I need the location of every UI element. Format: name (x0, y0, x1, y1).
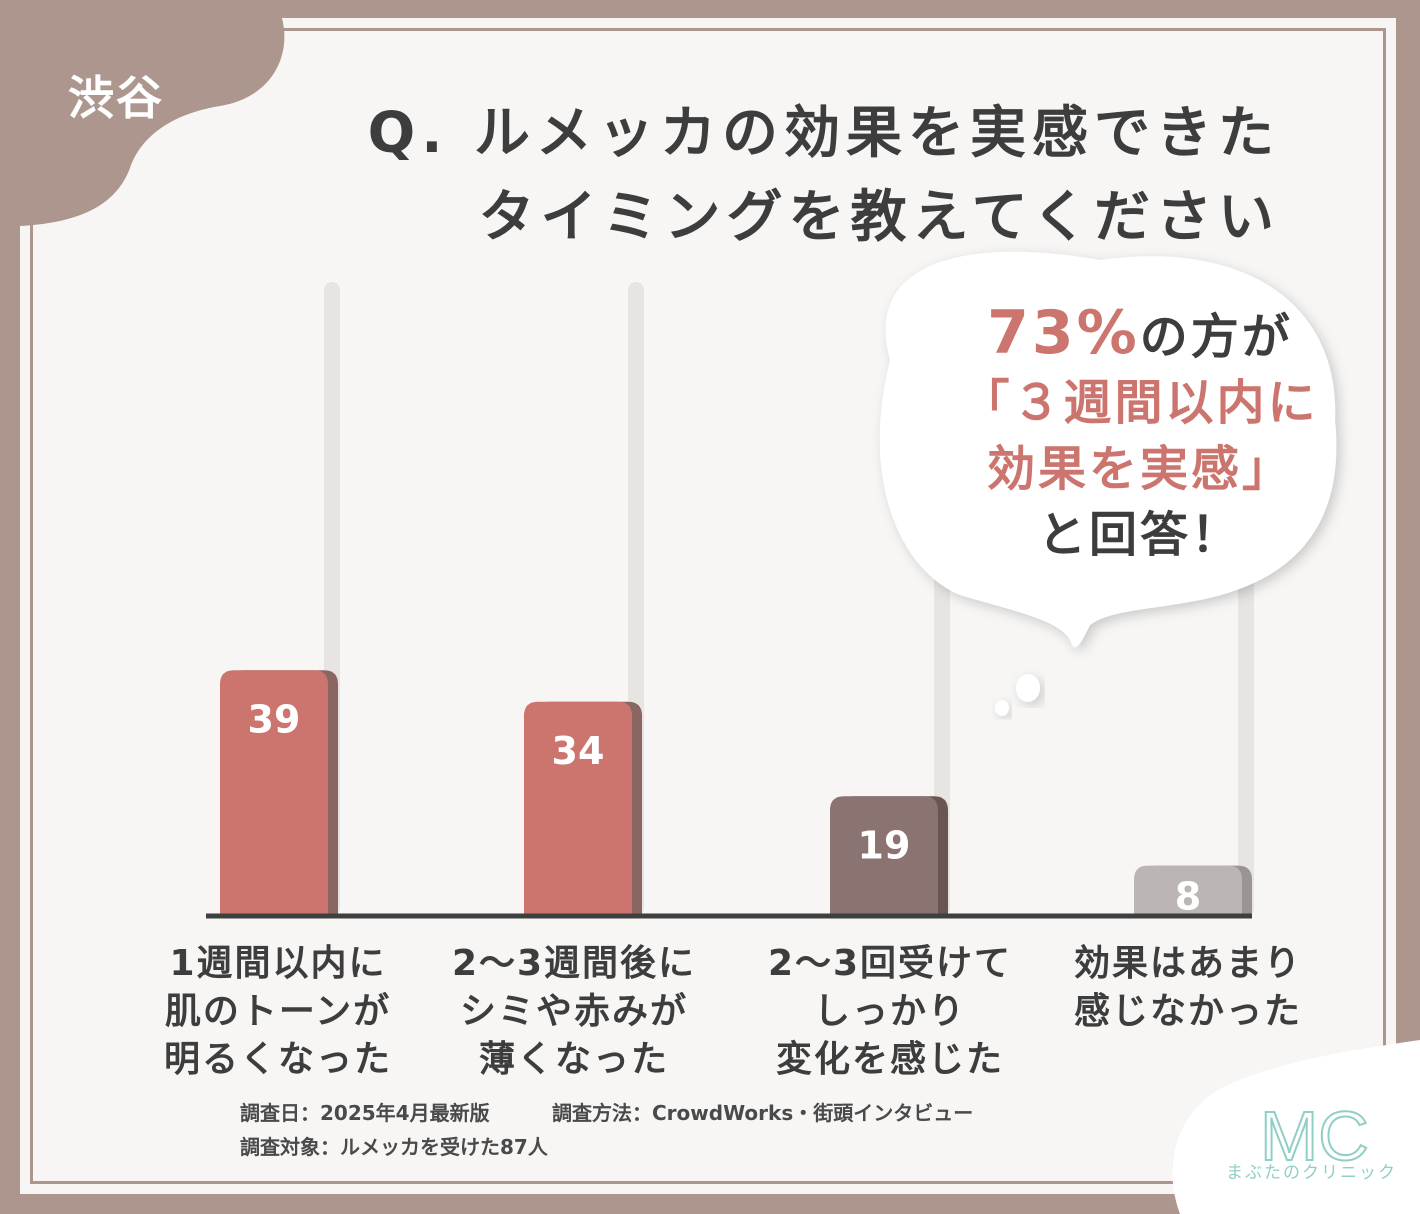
bar-value-label-1: 39 (248, 697, 301, 741)
bubble-drop-large (1016, 674, 1040, 702)
category-label-3-line-3: 変化を感じた (775, 1039, 1004, 1080)
bar-2 (524, 701, 632, 916)
survey-method: 調査方法：CrowdWorks・街頭インタビュー (552, 1101, 974, 1125)
bubble-line-3: 効果を実感」 (986, 441, 1293, 497)
bubble-line-2: 「３週間以内に (961, 375, 1319, 431)
survey-target: 調査対象：ルメッカを受けた87人 (240, 1135, 548, 1159)
question-title-line-1: Q. ルメッカの効果を実感できた (367, 101, 1280, 166)
bar-1 (220, 670, 328, 916)
bar-value-label-2: 34 (552, 729, 605, 773)
category-label-3-line-2: しっかり (813, 991, 966, 1032)
bar-value-label-4: 8 (1175, 875, 1201, 919)
category-label-1-line-2: 肌のトーンが (164, 991, 392, 1032)
infographic-card: 渋谷 (20, 18, 1396, 1194)
logo-mark: MC (1260, 1097, 1369, 1175)
category-label-1-line-1: 1週間以内に (169, 943, 387, 984)
logo-text: まぶたのクリニック (1226, 1163, 1397, 1183)
bubble-drop-small (995, 700, 1009, 716)
category-label-3-line-1: 2〜3回受けて (767, 943, 1013, 984)
corner-blob (20, 18, 285, 226)
category-label-1: 1週間以内に 肌のトーンが 明るくなった (128, 940, 428, 1084)
bubble-line-4: と回答！ (1037, 507, 1242, 563)
area-tag: 渋谷 (68, 71, 164, 125)
category-label-2: 2〜3週間後に シミや赤みが 薄くなった (424, 940, 724, 1084)
bubble-line1-suffix: の方が (1139, 309, 1293, 365)
category-label-1-line-3: 明るくなった (163, 1039, 392, 1080)
bar-value-label-3: 19 (858, 823, 911, 867)
category-label-2-line-1: 2〜3週間後に (451, 943, 697, 984)
question-title-line-2: タイミングを教えてください (478, 185, 1280, 250)
category-label-3: 2〜3回受けて しっかり 変化を感じた (740, 940, 1040, 1084)
speech-bubble (879, 251, 1337, 716)
clinic-logo: MC (1172, 1040, 1420, 1214)
bar-3 (830, 796, 938, 916)
category-label-2-line-3: 薄くなった (478, 1039, 669, 1080)
category-label-4-line-2: 感じなかった (1073, 991, 1302, 1032)
bar-4 (1134, 865, 1242, 916)
category-label-4: 効果はあまり 感じなかった (1038, 940, 1338, 1036)
speech-bubble-text: 73%の方が 「３週間以内に 効果を実感」 と回答！ (950, 300, 1330, 568)
category-label-2-line-2: シミや赤みが (459, 991, 688, 1032)
bubble-percent: 73% (987, 298, 1140, 368)
survey-date: 調査日：2025年4月最新版 (240, 1101, 490, 1125)
category-label-4-line-1: 効果はあまり (1073, 943, 1302, 984)
